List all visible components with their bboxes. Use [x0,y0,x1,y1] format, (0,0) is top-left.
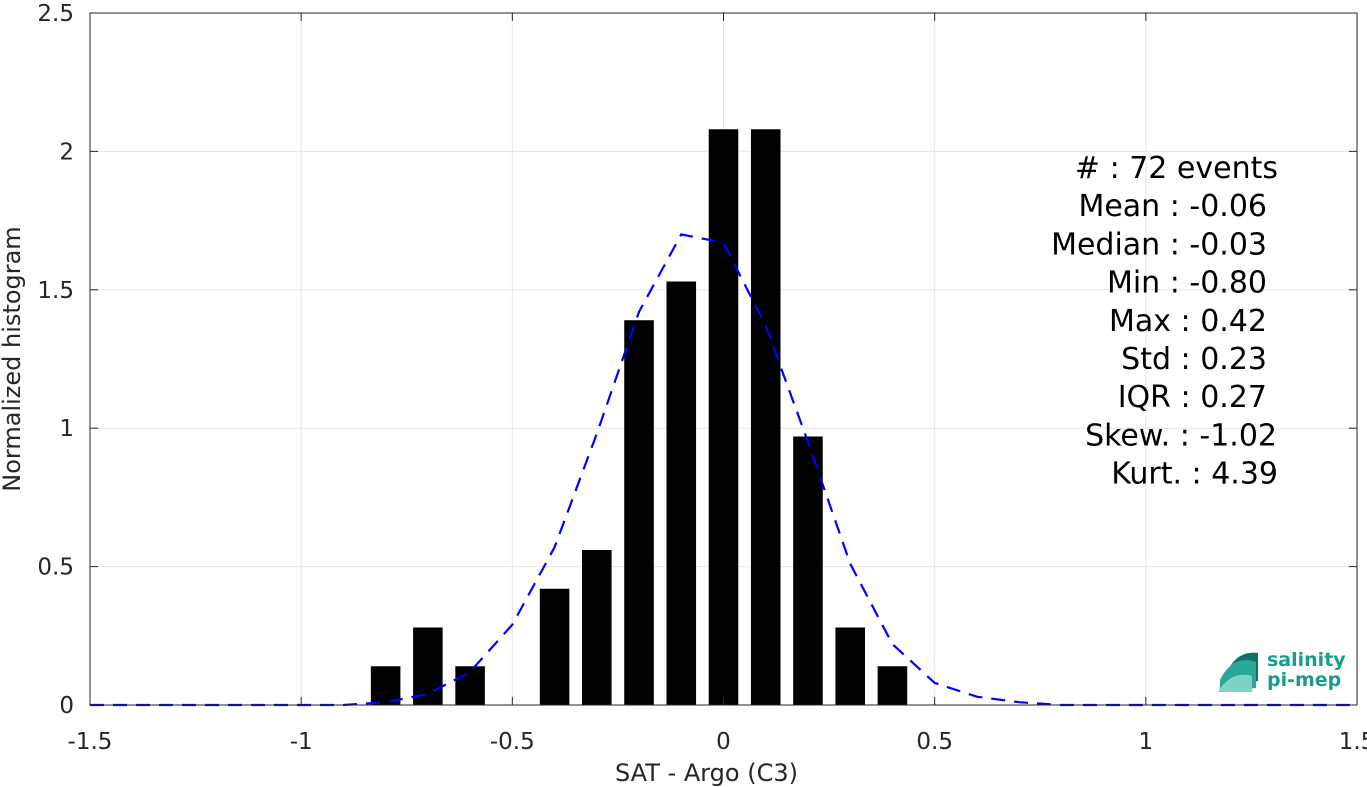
histogram-bar [666,281,697,705]
stat-min: Min : -0.80 [1107,266,1267,301]
stat-mean: Mean : -0.06 [1078,189,1267,224]
salinity-pimep-logo: salinity pi-mep [1218,649,1346,692]
stat-std: Std : 0.23 [1121,342,1267,377]
stat-max: Max : 0.42 [1109,304,1267,339]
histogram-bar [750,129,781,706]
stat-skew: Skew. : -1.02 [1085,418,1277,453]
histogram-bar [455,666,485,705]
histogram-bar [539,588,570,705]
histogram-bar [877,666,908,705]
histogram-bar [835,627,865,705]
stat-median: Median : -0.03 [1051,227,1267,262]
histogram-bar [708,129,739,706]
x-tick-label: -1 [290,729,313,755]
logo-text-salinity: salinity [1267,649,1346,671]
stat-kurt: Kurt. : 4.39 [1111,457,1278,492]
x-tick-label: -1.5 [68,729,113,755]
y-tick-label: 1.5 [37,278,74,304]
stats-annotation: # : 72 events Mean : -0.06 Median : -0.0… [1051,151,1278,492]
logo-wave-icon [1218,652,1258,692]
y-tick-label: 1 [59,416,74,442]
stat-count: # : 72 events [1075,151,1278,186]
y-tick-label: 0 [59,693,74,719]
histogram-bar [413,627,443,705]
y-axis-label: Normalized histogram [0,226,26,491]
histogram-bar [370,666,401,705]
y-tick-label: 2.5 [37,1,74,27]
x-axis-label: SAT - Argo (C3) [615,759,798,787]
x-tick-labels: -1.5 -1 -0.5 0 0.5 1 1.5 [68,729,1367,755]
axis-ticks [89,12,1358,706]
histogram-bar [582,549,612,705]
y-tick-label: 0.5 [37,555,74,581]
stat-iqr: IQR : 0.27 [1118,380,1267,415]
x-tick-label: 0 [716,729,731,755]
logo-text-pimep: pi-mep [1267,669,1341,691]
x-tick-label: -0.5 [490,729,535,755]
y-tick-labels: 0 0.5 1 1.5 2 2.5 [37,1,74,719]
x-tick-label: 1.5 [1339,729,1367,755]
x-tick-label: 1 [1139,729,1154,755]
y-tick-label: 2 [59,139,74,165]
histogram-bar [793,436,823,705]
histogram-bars [370,129,908,706]
histogram-bar [624,320,654,705]
x-tick-label: 0.5 [916,729,953,755]
